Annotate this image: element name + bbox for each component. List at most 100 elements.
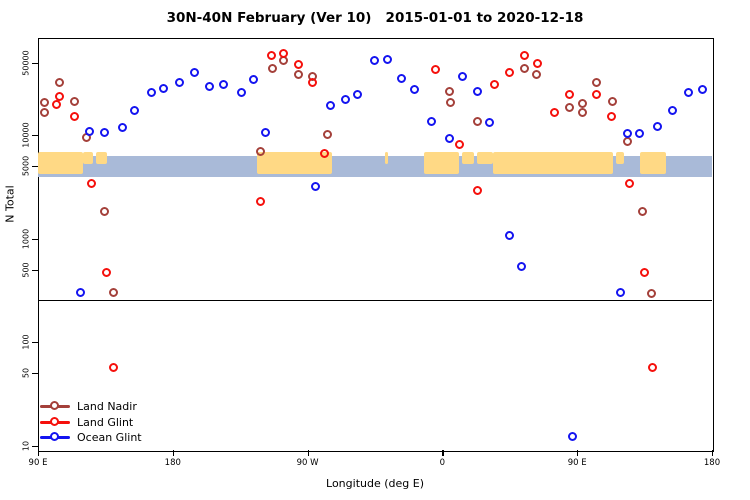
scatter-point-ocean-glint: [473, 86, 483, 96]
map-strip-land: [493, 152, 614, 174]
map-strip-land: [424, 152, 459, 174]
scatter-point-land-glint: [648, 362, 658, 372]
y-tick-label: 100: [21, 334, 31, 350]
scatter-point-ocean-glint: [410, 84, 420, 94]
x-tick-label: 90 E: [567, 458, 587, 468]
scatter-point-land-nadir: [40, 107, 50, 117]
scatter-point-ocean-glint: [326, 100, 336, 110]
scatter-point-land-nadir: [293, 69, 303, 79]
y-tick-label: 5000: [21, 155, 31, 177]
scatter-point-ocean-glint: [652, 122, 662, 132]
y-tick-label: 50000: [21, 49, 31, 76]
map-strip-land: [640, 152, 666, 174]
y-tick-mark: [32, 135, 38, 137]
scatter-point-land-glint: [55, 91, 65, 101]
y-axis-title: N Total: [3, 185, 17, 223]
scatter-point-land-glint: [639, 267, 649, 277]
scatter-point-ocean-glint: [667, 105, 677, 115]
y-tick-mark: [32, 62, 38, 64]
scatter-point-land-nadir: [578, 98, 588, 108]
reference-line: [38, 299, 712, 302]
map-strip-land: [476, 152, 494, 165]
scatter-point-land-glint: [52, 99, 62, 109]
scatter-point-land-nadir: [446, 97, 456, 107]
scatter-point-land-glint: [606, 111, 616, 121]
scatter-point-ocean-glint: [485, 117, 495, 127]
scatter-point-land-nadir: [256, 146, 266, 156]
scatter-point-ocean-glint: [426, 116, 436, 126]
legend-item-land-nadir: Land Nadir: [40, 399, 142, 415]
scatter-point-ocean-glint: [697, 84, 707, 94]
scatter-point-land-glint: [70, 111, 80, 121]
scatter-point-land-glint: [266, 50, 276, 60]
x-tick-mark: [712, 450, 714, 456]
x-tick-mark: [307, 450, 309, 456]
legend-item-ocean-glint: Ocean Glint: [40, 430, 142, 446]
y-tick-mark: [32, 342, 38, 344]
map-strip-land: [96, 152, 107, 165]
scatter-point-ocean-glint: [190, 67, 200, 77]
map-strip-land: [82, 152, 94, 165]
scatter-point-land-glint: [293, 59, 303, 69]
scatter-point-land-glint: [519, 50, 529, 60]
scatter-point-ocean-glint: [396, 73, 406, 83]
scatter-point-ocean-glint: [444, 133, 454, 143]
scatter-point-land-nadir: [638, 206, 647, 216]
y-tick-mark: [32, 445, 38, 447]
scatter-point-land-nadir: [608, 96, 618, 106]
circle-marker-icon: [50, 432, 59, 442]
y-tick-label: 10000: [21, 122, 31, 148]
x-tick-label: 180: [164, 458, 181, 468]
y-tick-label: 50: [21, 368, 31, 379]
scatter-point-land-nadir: [623, 136, 633, 146]
scatter-point-ocean-glint: [311, 181, 321, 191]
x-tick-mark: [172, 450, 174, 456]
x-tick-label: 180: [703, 458, 721, 468]
legend-line-icon: [40, 432, 70, 442]
legend-label: Land Nadir: [77, 400, 137, 414]
scatter-point-land-glint: [431, 64, 441, 74]
scatter-point-land-glint: [308, 77, 318, 87]
x-tick-label: 90 W: [296, 458, 319, 468]
scatter-point-land-nadir: [100, 206, 110, 216]
scatter-point-ocean-glint: [504, 230, 514, 240]
legend: Land Nadir Land Glint Ocean Glint: [40, 399, 142, 446]
y-tick-mark: [32, 269, 38, 271]
scatter-point-ocean-glint: [567, 432, 577, 442]
scatter-point-ocean-glint: [118, 122, 128, 132]
circle-marker-icon: [50, 416, 59, 426]
scatter-point-land-glint: [549, 107, 559, 117]
scatter-point-ocean-glint: [158, 83, 168, 93]
x-tick-mark: [577, 450, 579, 456]
x-tick-label: 0: [439, 458, 446, 468]
scatter-point-land-glint: [489, 79, 499, 89]
y-tick-label: 500: [21, 262, 31, 278]
map-strip-land: [616, 152, 624, 165]
scatter-point-ocean-glint: [615, 287, 625, 297]
scatter-point-land-nadir: [578, 107, 588, 117]
scatter-point-land-nadir: [109, 287, 119, 297]
chart-title: 30N-40N February (Ver 10) 2015-01-01 to …: [166, 10, 584, 26]
circle-marker-icon: [50, 401, 59, 411]
y-tick-mark: [32, 166, 38, 168]
scatter-point-ocean-glint: [146, 87, 156, 97]
x-tick-mark: [442, 450, 444, 456]
scatter-point-ocean-glint: [341, 94, 351, 104]
scatter-point-land-nadir: [70, 96, 80, 106]
scatter-point-land-glint: [278, 48, 288, 58]
scatter-point-land-nadir: [591, 77, 601, 87]
scatter-point-land-glint: [504, 67, 514, 77]
scatter-point-land-glint: [455, 139, 465, 149]
scatter-point-ocean-glint: [76, 287, 86, 297]
scatter-point-land-nadir: [40, 97, 50, 107]
scatter-point-land-nadir: [564, 102, 574, 112]
scatter-point-ocean-glint: [635, 128, 644, 138]
scatter-point-land-glint: [473, 185, 483, 195]
scatter-point-ocean-glint: [85, 126, 95, 136]
scatter-point-land-nadir: [473, 116, 483, 126]
scatter-point-land-glint: [591, 89, 601, 99]
scatter-point-land-glint: [533, 58, 543, 68]
scatter-point-land-nadir: [646, 288, 656, 298]
x-axis-title: Longitude (deg E): [326, 477, 424, 490]
